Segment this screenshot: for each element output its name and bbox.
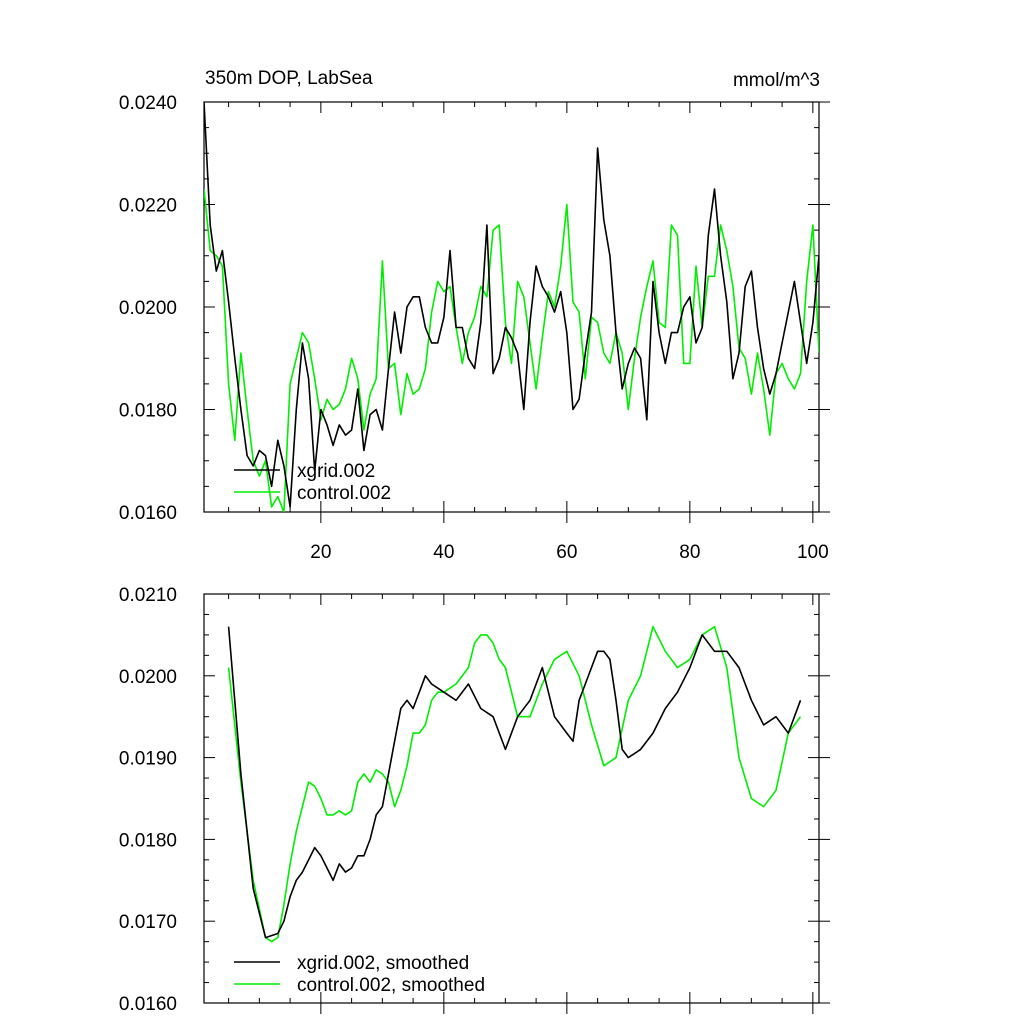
bottom-y-tick-label: 0.0210 [119, 585, 177, 606]
units-label: mmol/m^3 [733, 70, 820, 91]
top-x-tick-label: 20 [310, 542, 331, 563]
top-y-tick-label: 0.0180 [119, 401, 177, 422]
top-x-tick-label: 100 [797, 542, 829, 563]
top-panel: 0.0160 0.0180 0.0200 0.0220 0.0240 20 40 60 80 10… [119, 93, 830, 563]
top-x-tick-label: 60 [556, 542, 577, 563]
top-y-tick-label: 0.0240 [119, 93, 177, 114]
bottom-y-tick-label: 0.0160 [119, 994, 177, 1015]
bottom-legend-label-xgrid: xgrid.002, smoothed [297, 953, 469, 974]
top-y-tick-label: 0.0220 [119, 196, 177, 217]
bottom-plot-frame [203, 593, 820, 1004]
bottom-panel: 0.0160 0.0170 0.0180 0.0190 0.0200 0.0210 xgri… [119, 585, 830, 1015]
top-x-tick-label: 80 [679, 542, 700, 563]
top-series-xgrid [204, 102, 819, 508]
bottom-series-xgrid [227, 626, 802, 939]
bottom-y-tick-label: 0.0170 [119, 912, 177, 933]
bottom-series-control [227, 625, 802, 943]
top-x-tick-label: 40 [433, 542, 454, 563]
bottom-y-tick-label: 0.0200 [119, 667, 177, 688]
bottom-y-tick-label: 0.0180 [119, 830, 177, 851]
chart-title: 350m DOP, LabSea [205, 68, 373, 89]
top-legend-label-control: control.002 [297, 483, 391, 504]
top-y-tick-label: 0.0200 [119, 298, 177, 319]
bottom-legend-label-control: control.002, smoothed [297, 975, 485, 996]
top-legend-label-xgrid: xgrid.002 [297, 461, 375, 482]
top-y-tick-label: 0.0160 [119, 503, 177, 524]
top-series-control [204, 189, 819, 512]
bottom-y-tick-label: 0.0190 [119, 749, 177, 770]
